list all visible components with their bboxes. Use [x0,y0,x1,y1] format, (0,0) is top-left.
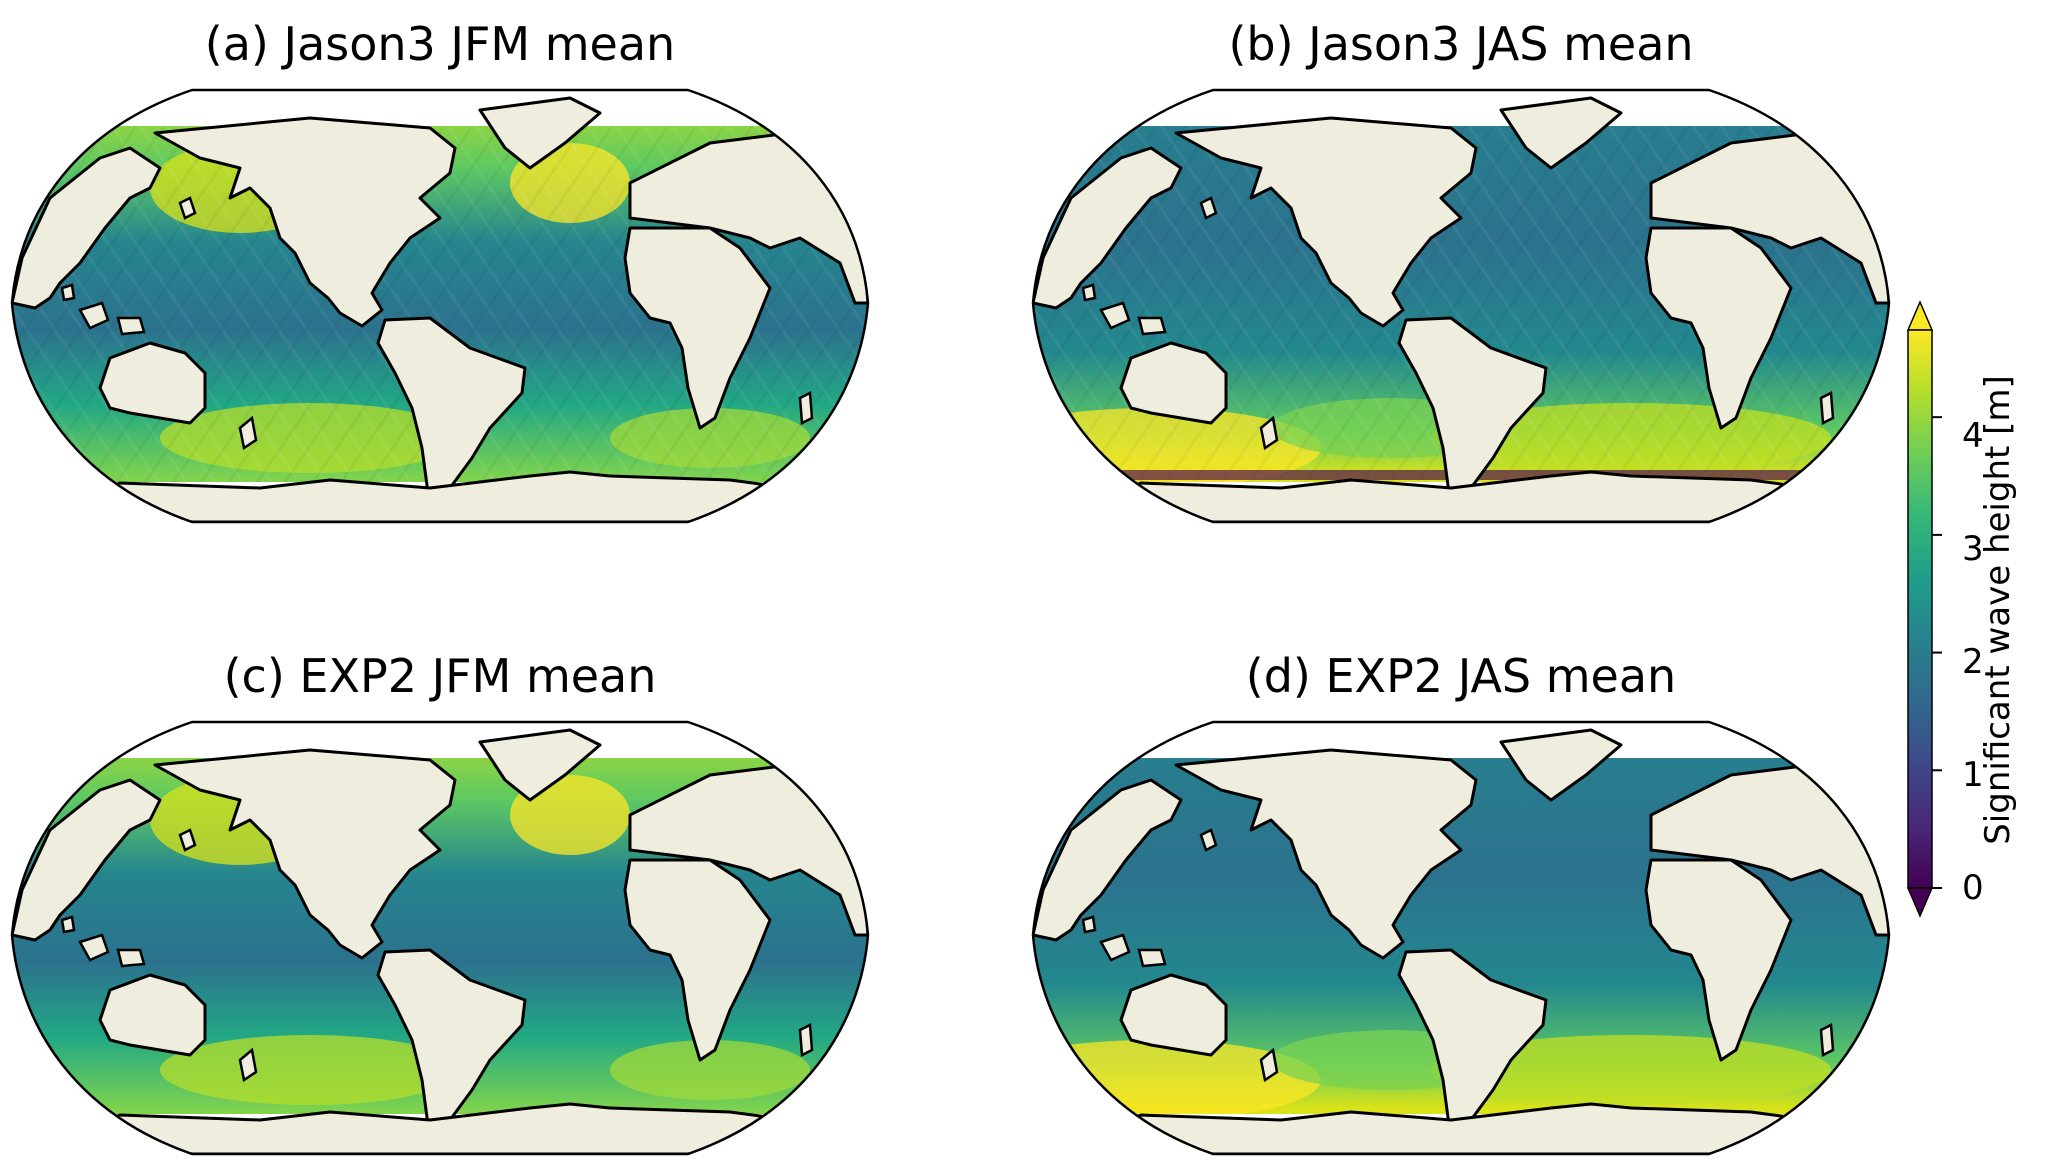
continent [1099,470,1833,522]
continent [78,470,812,522]
continent [1499,728,1623,802]
island [178,828,197,852]
panel-a: (a) Jason3 JFM mean [10,17,870,524]
continent [478,728,602,802]
island [78,301,110,330]
island [238,415,258,451]
map-border [10,720,870,1156]
continent [1033,778,1183,942]
continent [478,96,602,170]
island [238,1047,258,1083]
island [1259,1047,1279,1083]
island [116,948,146,968]
island [1099,933,1131,962]
panel-c: (c) EXP2 JFM mean [10,649,870,1156]
island [1137,948,1167,968]
continent [623,858,772,1062]
island [798,1023,814,1057]
island [60,915,76,934]
wave-height-map [1031,720,1891,1156]
high-wave-region [610,1040,810,1100]
continent [1174,748,1478,960]
no-data-band [1033,722,1889,758]
island [116,316,146,336]
island [798,391,814,425]
no-data-band [12,90,868,126]
continent [12,778,162,942]
colorbar-tick: 3 [1962,529,1984,569]
high-wave-region [510,143,630,223]
island [1137,316,1167,336]
wave-height-map [1031,88,1891,524]
colorbar-label: Significant wave height [m] [1978,375,2018,845]
island [1081,915,1097,934]
continent [1174,116,1478,328]
colorbar: 0 1 2 3 4 Significant wave height [m] [1898,300,2048,920]
panel-title: (b) Jason3 JAS mean [1228,17,1694,71]
island [1199,828,1218,852]
continent [623,226,772,430]
island [1819,1023,1835,1057]
continent [1119,973,1228,1057]
colorbar-tick: 1 [1962,755,1984,795]
continent [98,341,207,425]
high-wave-region [610,408,810,468]
island [1819,391,1835,425]
continent [1099,1102,1833,1154]
colorbar-extend-max [1906,300,1934,331]
continent [1033,146,1183,310]
island [78,933,110,962]
wave-height-map [10,88,870,524]
wave-height-map [10,720,870,1156]
high-wave-region [510,775,630,855]
continent [1119,341,1228,425]
continent [78,1102,812,1154]
colorbar-tick: 2 [1962,642,1984,682]
colorbar-gradient [1906,300,1942,918]
high-wave-region [160,403,460,473]
no-data-band [1033,90,1889,126]
continent [98,973,207,1057]
continent [12,146,162,310]
map-border [10,88,870,524]
colorbar-body [1907,329,1933,889]
island [1259,415,1279,451]
island [1099,301,1131,330]
map-border [1031,88,1891,524]
colorbar-tick: 0 [1962,868,1984,908]
colorbar-extend-min [1906,887,1934,918]
panel-b: (b) Jason3 JAS mean [1031,17,1891,524]
island [1081,283,1097,302]
island [1199,196,1218,220]
map-border [1031,720,1891,1156]
continent [153,748,457,960]
panel-title: (c) EXP2 JFM mean [223,649,657,703]
continent [1499,96,1623,170]
island [178,196,197,220]
panel-title: (a) Jason3 JFM mean [204,17,676,71]
panel-title: (d) EXP2 JAS mean [1245,649,1677,703]
continent [1644,858,1793,1062]
panel-d: (d) EXP2 JAS mean [1031,649,1891,1156]
high-wave-region [160,1035,460,1105]
continent [1644,226,1793,430]
no-data-band [12,722,868,758]
colorbar-tick: 4 [1962,416,1984,456]
continent [153,116,457,328]
island [60,283,76,302]
